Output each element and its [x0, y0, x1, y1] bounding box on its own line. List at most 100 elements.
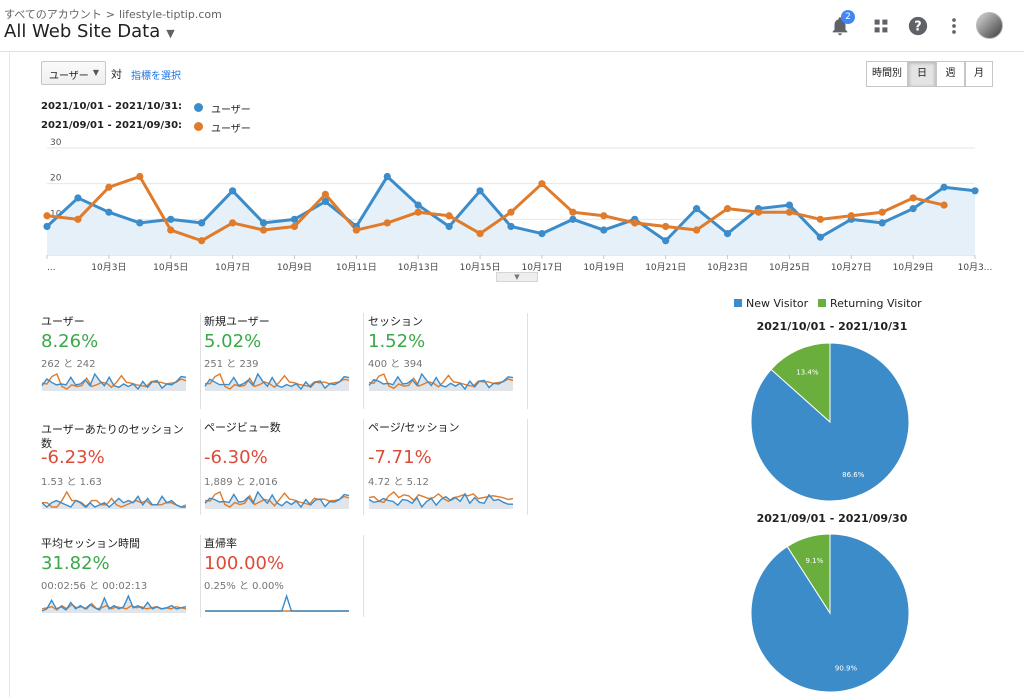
metric-card[interactable]: 新規ユーザー 5.02% 251 と 239	[204, 313, 364, 409]
data-point-previous[interactable]	[414, 208, 422, 216]
breadcrumb[interactable]: すべてのアカウント > lifestyle-tiptip.com	[4, 6, 222, 22]
metric-card[interactable]: ページ/セッション -7.71% 4.72 と 5.12	[368, 419, 528, 515]
data-point-current[interactable]	[198, 219, 206, 227]
data-point-current[interactable]	[383, 172, 391, 181]
data-point-current[interactable]	[321, 197, 329, 206]
data-point-previous[interactable]	[167, 226, 175, 234]
data-point-current[interactable]	[445, 222, 453, 231]
data-point-previous[interactable]	[74, 215, 82, 223]
data-point-previous[interactable]	[662, 222, 670, 231]
data-point-previous[interactable]	[290, 222, 299, 231]
data-point-current[interactable]	[600, 226, 608, 234]
data-point-previous[interactable]	[259, 226, 268, 234]
dropdown-arrow-icon: ▼	[92, 68, 99, 77]
data-point-current[interactable]	[693, 205, 701, 213]
data-point-current[interactable]	[507, 222, 515, 231]
data-point-previous[interactable]	[878, 208, 886, 216]
data-point-current[interactable]	[105, 208, 113, 216]
data-point-current[interactable]	[290, 215, 299, 223]
data-point-previous[interactable]	[723, 205, 732, 213]
chart-collapse-handle[interactable]: ▼	[496, 272, 538, 282]
data-point-previous[interactable]	[383, 219, 391, 227]
x-tick-label: 10月17日	[521, 262, 562, 273]
data-point-current[interactable]	[74, 194, 82, 202]
data-point-previous[interactable]	[631, 219, 639, 227]
metric-change: 1.52%	[368, 331, 426, 352]
pie-slice-returning-visitor[interactable]	[770, 342, 831, 424]
help-button[interactable]: ?	[907, 15, 929, 37]
notifications-button[interactable]: 2	[829, 10, 855, 37]
data-point-previous[interactable]	[352, 226, 360, 234]
data-point-previous[interactable]	[321, 190, 329, 198]
data-point-previous[interactable]	[847, 212, 855, 220]
users-line-chart[interactable]: 30 20 10... 10月3日 10月5日 10月7日 10月9日 10月11日 10月13…	[0, 138, 1024, 278]
data-point-current[interactable]	[569, 215, 577, 223]
data-point-previous[interactable]	[43, 212, 51, 220]
avatar[interactable]	[976, 12, 1003, 39]
data-point-current[interactable]	[940, 183, 948, 191]
data-point-previous[interactable]	[600, 212, 608, 220]
data-point-current[interactable]	[136, 219, 144, 227]
data-point-previous[interactable]	[229, 219, 237, 227]
data-point-previous[interactable]	[754, 208, 763, 216]
data-point-previous[interactable]	[136, 172, 144, 181]
x-tick-label: 10月13日	[398, 262, 439, 273]
data-point-current[interactable]	[414, 201, 422, 209]
metric-label: 平均セッション時間	[41, 537, 140, 550]
metric-card[interactable]: セッション 1.52% 400 と 394	[368, 313, 528, 409]
data-point-previous[interactable]	[198, 237, 206, 245]
granularity-week-button[interactable]: 週	[936, 61, 965, 87]
series-line-previous	[46, 175, 945, 243]
view-selector[interactable]: All Web Site Data ▼	[4, 21, 175, 42]
more-options-button[interactable]	[943, 15, 965, 37]
metric-sparkline	[204, 372, 350, 391]
data-point-previous[interactable]	[445, 212, 453, 220]
data-point-previous[interactable]	[693, 226, 701, 234]
metric-card[interactable]: ユーザー 8.26% 262 と 242	[41, 313, 201, 409]
data-point-previous[interactable]	[816, 215, 824, 223]
granularity-day-button[interactable]: 日	[908, 61, 936, 87]
data-point-current[interactable]	[229, 187, 237, 195]
data-point-previous[interactable]	[538, 180, 546, 188]
data-point-previous[interactable]	[909, 194, 917, 202]
metric-card[interactable]: 平均セッション時間 31.82% 00:02:56 と 00:02:13	[41, 535, 201, 617]
choose-metric-link[interactable]: 指標を選択	[131, 71, 181, 82]
breadcrumb-property[interactable]: lifestyle-tiptip.com	[119, 8, 222, 21]
data-point-current[interactable]	[909, 205, 917, 213]
vs-label: 対	[111, 68, 122, 81]
metric-sparkline	[41, 372, 187, 391]
metric-card[interactable]: ページビュー数 -6.30% 1,889 と 2,016	[204, 419, 364, 515]
granularity-month-button[interactable]: 月	[965, 61, 993, 87]
view-name: All Web Site Data	[4, 21, 161, 42]
data-point-current[interactable]	[476, 187, 484, 195]
data-point-current[interactable]	[259, 219, 268, 227]
metric-card[interactable]: 直帰率 100.00% 0.25% と 0.00%	[204, 535, 364, 617]
data-point-previous[interactable]	[785, 208, 794, 216]
data-point-previous[interactable]	[940, 201, 948, 209]
data-point-current[interactable]	[785, 201, 794, 209]
data-point-current[interactable]	[662, 237, 670, 245]
metric-card[interactable]: ユーザーあたりのセッション数 -6.23% 1.53 と 1.63	[41, 419, 201, 515]
granularity-hourly-button[interactable]: 時間別	[866, 61, 908, 87]
data-point-current[interactable]	[538, 230, 546, 238]
data-point-current[interactable]	[816, 233, 824, 241]
sparkline-previous	[368, 491, 514, 504]
sparkline-area	[42, 496, 186, 509]
caret-down-icon: ▼	[166, 27, 175, 40]
data-point-current[interactable]	[971, 187, 979, 195]
data-point-previous[interactable]	[476, 230, 484, 238]
data-point-current[interactable]	[723, 230, 732, 238]
more-vert-icon	[952, 18, 956, 34]
x-tick-label: 10月15日	[460, 262, 501, 273]
data-point-previous[interactable]	[569, 208, 577, 216]
data-point-previous[interactable]	[105, 183, 113, 191]
data-point-current[interactable]	[167, 215, 175, 223]
data-point-current[interactable]	[43, 222, 51, 231]
apps-button[interactable]	[870, 15, 892, 37]
breadcrumb-root[interactable]: すべてのアカウント	[4, 8, 102, 21]
data-point-previous[interactable]	[507, 208, 515, 216]
pie-legend-new-swatch	[734, 299, 742, 307]
metric-dropdown[interactable]: ユーザー ▼	[41, 61, 106, 85]
pie-slice-returning-visitor[interactable]	[786, 533, 831, 615]
data-point-current[interactable]	[878, 219, 886, 227]
